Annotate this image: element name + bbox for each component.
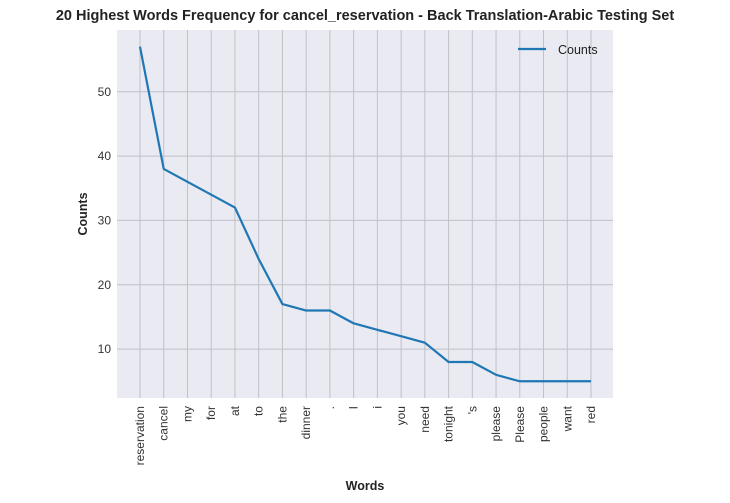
y-tick-label: 50	[98, 85, 112, 99]
y-tick-label: 10	[98, 342, 112, 356]
x-tick-label: .	[323, 406, 337, 409]
x-tick-label: you	[394, 406, 408, 425]
y-tick-label: 30	[98, 213, 112, 227]
x-tick-label: the	[275, 406, 289, 423]
series-line	[138, 46, 591, 383]
x-tick-label: dinner	[299, 406, 313, 439]
series-layer	[138, 46, 592, 383]
x-tick-label: red	[584, 406, 598, 423]
x-tick-label: my	[180, 406, 194, 422]
x-tick-label: cancel	[157, 406, 171, 441]
x-tick-label: I	[347, 406, 361, 409]
plot-area	[117, 30, 613, 398]
x-axis-label: Words	[346, 479, 385, 493]
y-axis-label: Counts	[76, 192, 90, 235]
x-tick-label: for	[204, 406, 218, 420]
x-tick-label: people	[537, 406, 551, 442]
y-tick-label: 20	[98, 278, 112, 292]
legend: Counts	[518, 43, 598, 57]
x-tick-label: to	[252, 406, 266, 416]
legend-label: Counts	[558, 43, 598, 57]
x-tick-label: please	[489, 406, 503, 442]
y-tick-label: 40	[98, 149, 112, 163]
x-tick-label: tonight	[442, 405, 456, 442]
y-tick-labels: 10 20 30 40 50	[98, 85, 112, 356]
x-tick-label: i	[370, 406, 384, 409]
x-tick-label: want	[560, 405, 574, 432]
x-tick-label: 's	[465, 406, 479, 414]
x-tick-label: at	[228, 405, 242, 416]
x-tick-label: reservation	[133, 406, 147, 465]
x-tick-label: need	[418, 406, 432, 433]
x-tick-label: Please	[513, 406, 527, 443]
chart-title: 20 Highest Words Frequency for cancel_re…	[55, 8, 675, 24]
